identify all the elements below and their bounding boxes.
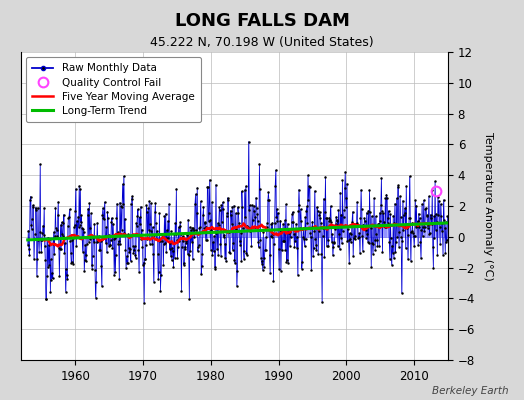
Text: 45.222 N, 70.198 W (United States): 45.222 N, 70.198 W (United States) xyxy=(150,36,374,49)
Legend: Raw Monthly Data, Quality Control Fail, Five Year Moving Average, Long-Term Tren: Raw Monthly Data, Quality Control Fail, … xyxy=(26,57,201,122)
Text: LONG FALLS DAM: LONG FALLS DAM xyxy=(174,12,350,30)
Text: Berkeley Earth: Berkeley Earth xyxy=(432,386,508,396)
Y-axis label: Temperature Anomaly (°C): Temperature Anomaly (°C) xyxy=(484,132,494,280)
